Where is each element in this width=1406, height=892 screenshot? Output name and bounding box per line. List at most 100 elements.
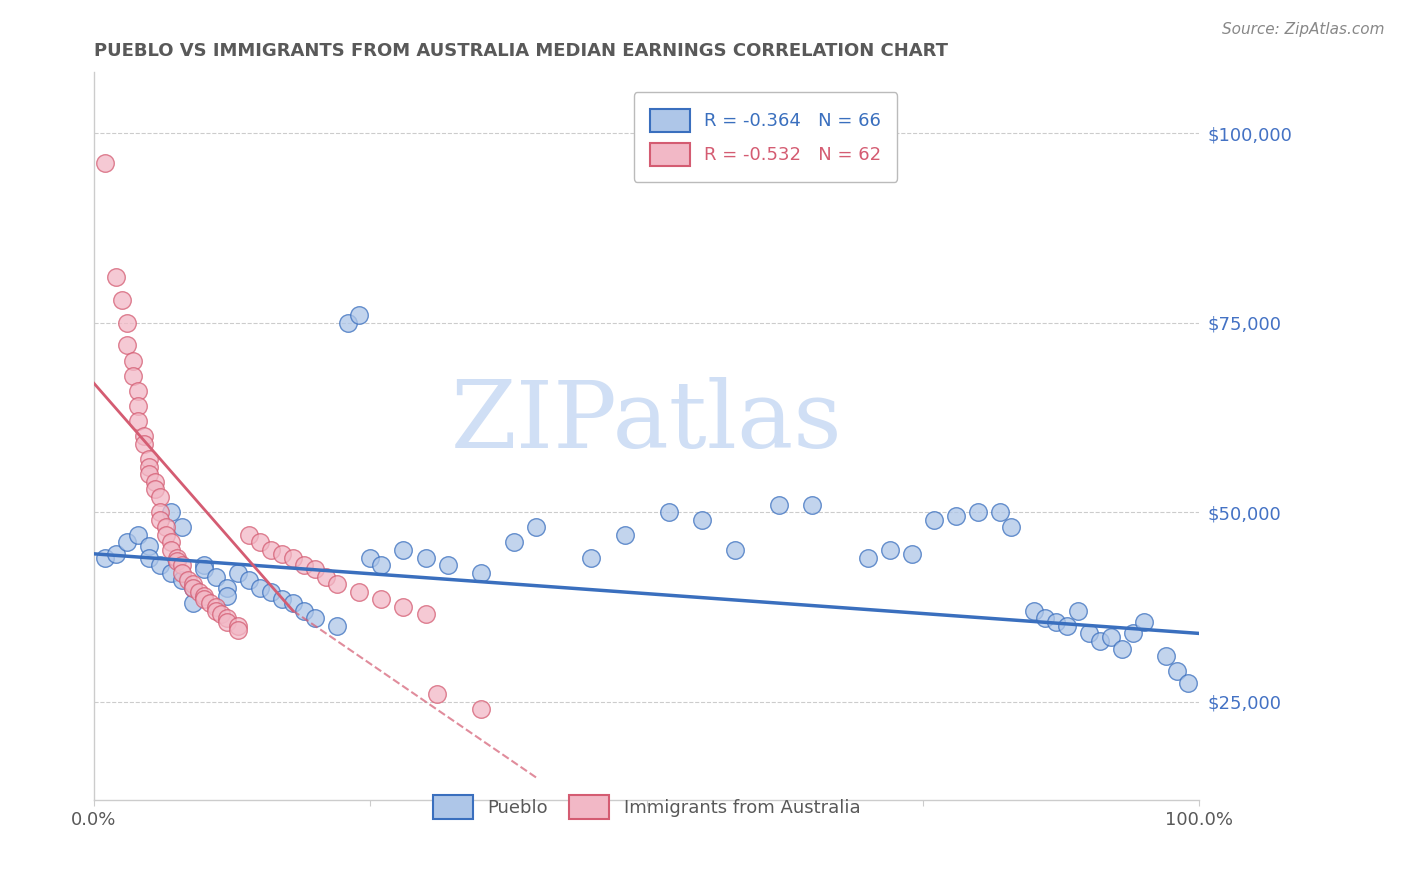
Point bbox=[690, 513, 713, 527]
Point bbox=[901, 547, 924, 561]
Point bbox=[94, 550, 117, 565]
Point bbox=[204, 604, 226, 618]
Point bbox=[143, 475, 166, 489]
Point bbox=[215, 581, 238, 595]
Point bbox=[238, 528, 260, 542]
Point bbox=[349, 308, 371, 322]
Point bbox=[166, 554, 188, 568]
Point bbox=[172, 558, 194, 573]
Point bbox=[143, 483, 166, 497]
Point bbox=[183, 581, 205, 595]
Point bbox=[326, 577, 349, 591]
Point bbox=[226, 619, 249, 633]
Point bbox=[105, 547, 128, 561]
Point bbox=[292, 558, 315, 573]
Point bbox=[304, 611, 326, 625]
Point bbox=[1088, 634, 1111, 648]
Point bbox=[105, 270, 128, 285]
Point bbox=[149, 558, 172, 573]
Point bbox=[138, 467, 160, 482]
Point bbox=[337, 316, 360, 330]
Point bbox=[1000, 520, 1022, 534]
Point bbox=[172, 566, 194, 580]
Point bbox=[187, 584, 209, 599]
Point bbox=[177, 574, 200, 588]
Text: Source: ZipAtlas.com: Source: ZipAtlas.com bbox=[1222, 22, 1385, 37]
Point bbox=[149, 505, 172, 519]
Point bbox=[160, 535, 183, 549]
Point bbox=[281, 550, 304, 565]
Point bbox=[270, 592, 292, 607]
Point bbox=[724, 543, 747, 558]
Point bbox=[581, 550, 603, 565]
Text: ZIPatlas: ZIPatlas bbox=[451, 376, 842, 467]
Point bbox=[879, 543, 901, 558]
Point bbox=[658, 505, 681, 519]
Point bbox=[260, 543, 283, 558]
Point bbox=[183, 596, 205, 610]
Point bbox=[801, 498, 824, 512]
Point bbox=[127, 528, 149, 542]
Point bbox=[127, 384, 149, 398]
Point bbox=[281, 596, 304, 610]
Point bbox=[155, 520, 177, 534]
Point bbox=[193, 558, 215, 573]
Point bbox=[260, 584, 283, 599]
Point bbox=[524, 520, 547, 534]
Point bbox=[115, 316, 138, 330]
Point bbox=[249, 535, 271, 549]
Point bbox=[856, 550, 879, 565]
Point bbox=[149, 513, 172, 527]
Point bbox=[215, 611, 238, 625]
Point bbox=[304, 562, 326, 576]
Point bbox=[115, 338, 138, 352]
Point bbox=[768, 498, 790, 512]
Point bbox=[166, 550, 188, 565]
Point bbox=[990, 505, 1012, 519]
Point bbox=[1177, 675, 1199, 690]
Point bbox=[922, 513, 945, 527]
Point bbox=[1099, 630, 1122, 644]
Point bbox=[292, 604, 315, 618]
Point bbox=[503, 535, 526, 549]
Point bbox=[160, 505, 183, 519]
Point bbox=[326, 619, 349, 633]
Point bbox=[198, 596, 221, 610]
Point bbox=[183, 581, 205, 595]
Point bbox=[138, 550, 160, 565]
Point bbox=[132, 429, 155, 443]
Point bbox=[270, 547, 292, 561]
Point bbox=[370, 558, 392, 573]
Point bbox=[359, 550, 381, 565]
Point bbox=[415, 607, 437, 622]
Point bbox=[172, 520, 194, 534]
Point bbox=[415, 550, 437, 565]
Point bbox=[1056, 619, 1078, 633]
Point bbox=[370, 592, 392, 607]
Point bbox=[226, 566, 249, 580]
Point bbox=[138, 459, 160, 474]
Point bbox=[127, 414, 149, 428]
Point bbox=[193, 562, 215, 576]
Point bbox=[193, 592, 215, 607]
Point bbox=[94, 156, 117, 170]
Point bbox=[392, 599, 415, 614]
Point bbox=[1154, 649, 1177, 664]
Point bbox=[115, 535, 138, 549]
Point bbox=[160, 543, 183, 558]
Point bbox=[138, 452, 160, 467]
Point bbox=[392, 543, 415, 558]
Point bbox=[349, 584, 371, 599]
Point bbox=[155, 528, 177, 542]
Point bbox=[613, 528, 636, 542]
Point bbox=[315, 569, 337, 583]
Point bbox=[215, 589, 238, 603]
Point bbox=[1133, 615, 1156, 629]
Point bbox=[121, 353, 143, 368]
Point bbox=[149, 490, 172, 504]
Point bbox=[1077, 626, 1099, 640]
Point bbox=[1122, 626, 1144, 640]
Point bbox=[249, 581, 271, 595]
Point bbox=[1033, 611, 1056, 625]
Point bbox=[204, 569, 226, 583]
